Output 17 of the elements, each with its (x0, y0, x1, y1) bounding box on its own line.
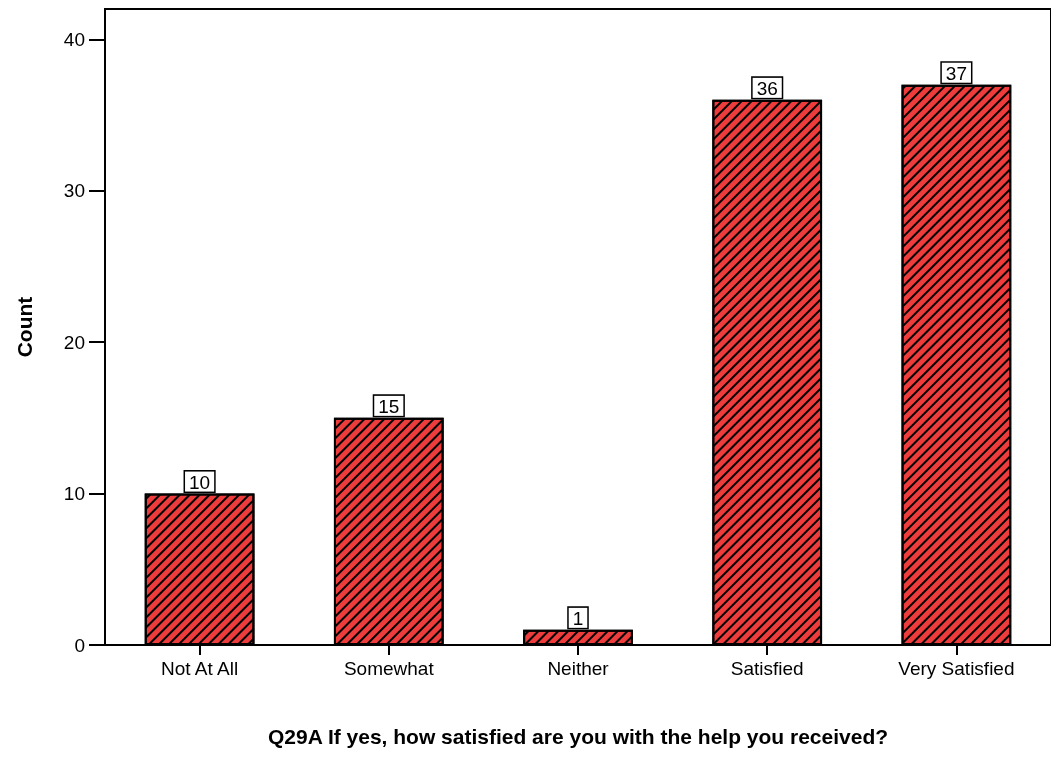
data-label: 37 (945, 62, 967, 84)
y-axis-title: Count (13, 296, 36, 358)
data-label: 15 (378, 395, 400, 417)
y-tick-label: 30 (63, 180, 85, 202)
x-tick-label: Not At All (161, 657, 239, 679)
x-axis-title: Q29A If yes, how satisfied are you with the help you received? (267, 724, 889, 748)
data-label: 36 (756, 77, 778, 99)
x-tick-label: Neither (547, 657, 610, 679)
data-label: 1 (572, 607, 584, 629)
y-tick-label: 20 (63, 331, 85, 353)
y-tick-label: 10 (63, 483, 85, 505)
y-tick-label: 0 (74, 634, 85, 656)
x-tick-label: Somewhat (343, 657, 435, 679)
data-label: 10 (189, 471, 211, 493)
x-tick-label: Very Satisfied (898, 657, 1015, 679)
x-tick-label: Satisfied (730, 657, 804, 679)
y-tick-label: 40 (63, 28, 85, 50)
